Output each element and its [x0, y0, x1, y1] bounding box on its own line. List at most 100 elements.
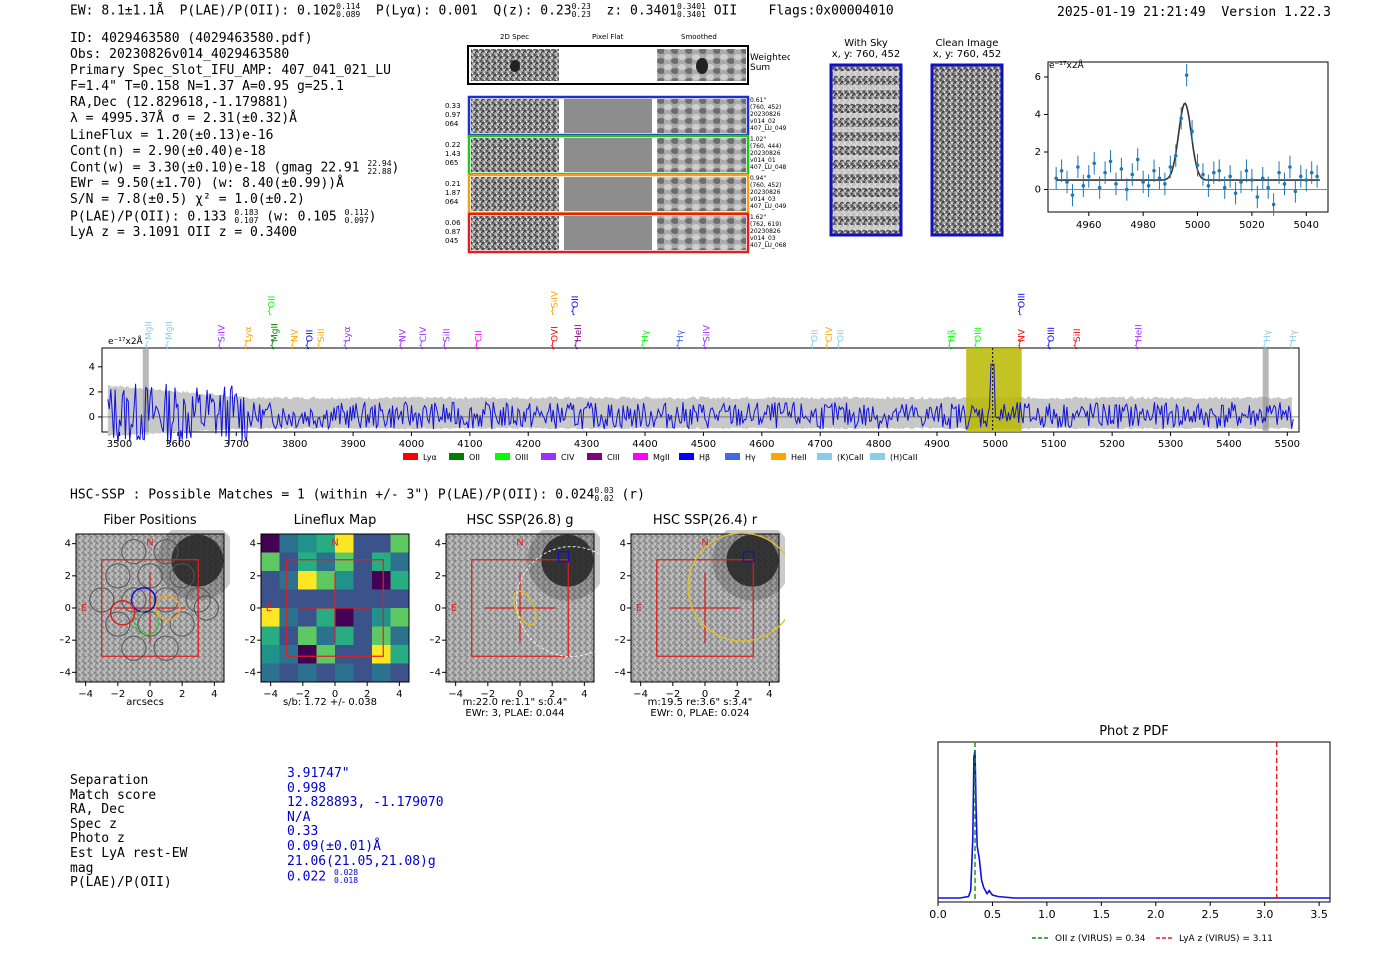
legend-swatch: [449, 453, 464, 460]
x-tick-label: −2: [295, 689, 310, 700]
compass-north: N: [701, 537, 708, 548]
lineflux-cell: [316, 626, 336, 646]
data-point: [1157, 176, 1162, 181]
x-tick-label: 5300: [1158, 439, 1183, 450]
summary-value: 3.91747": [287, 766, 350, 781]
search-box: [471, 559, 569, 657]
strip-gap: [561, 99, 564, 133]
summary-value: 21.06(21.05,21.08)g: [287, 853, 436, 869]
hsc-panel-title: HSC SSP(26.8) g: [466, 513, 574, 528]
aperture-circle: [515, 546, 600, 658]
summary-label: Separation: [70, 773, 149, 788]
x-tick-label: 2: [549, 689, 555, 700]
spectral-line-label: OII: [837, 330, 847, 342]
ew-value: 8.1±1.1Å: [101, 3, 164, 19]
data-point: [1065, 180, 1069, 184]
data-point: [1282, 182, 1287, 186]
lineflux-cell: [390, 589, 410, 609]
lineflux-cell: [279, 608, 299, 627]
y-tick-label: 2: [435, 571, 441, 582]
fiber-green: [133, 609, 160, 636]
x-tick-label: 0.5: [984, 908, 1002, 921]
compass-north: N: [331, 537, 338, 548]
line-marker: {: [1262, 341, 1268, 351]
x-tick-label: 4100: [457, 439, 482, 450]
fiber-circle: [153, 587, 179, 613]
data-point: [1244, 168, 1249, 173]
with-sky-title: With Sky x, y: 760, 452: [831, 38, 901, 60]
lineflux-cell: [316, 534, 336, 553]
lineflux-cell: [316, 571, 336, 590]
line-highlight-region: [966, 348, 1022, 432]
lineflux-cell: [390, 534, 410, 553]
strip-2d-spec: [471, 177, 559, 211]
spectral-line-label: NV: [291, 328, 301, 342]
data-point: [1260, 176, 1265, 181]
col-smoothed: Smoothed: [681, 33, 717, 41]
y-tick-label: 0: [65, 603, 71, 614]
spectral-line-label: HeII: [1134, 324, 1144, 342]
strip-smoothed: [657, 216, 746, 250]
lineflux-cell: [372, 608, 391, 627]
line-marker: {: [1134, 341, 1140, 351]
spectral-line-label: NV: [399, 328, 409, 342]
fit-params: F=1.4" T=0.158 N=1.37 A=0.95 g=25.1: [70, 79, 344, 95]
spectral-line-label: SiII: [1073, 328, 1083, 342]
x-tick-label: 5100: [1041, 439, 1066, 450]
lineflux-cell: [390, 571, 410, 590]
with-sky-image: [829, 63, 903, 237]
zoom-ylabel: e⁻¹⁷x2Å: [1049, 61, 1084, 71]
y-tick-label: 2: [250, 571, 256, 582]
line-marker: {: [836, 341, 842, 351]
data-point: [1125, 187, 1129, 192]
lineflux-cell: [279, 645, 299, 664]
data-point: [1255, 195, 1260, 199]
lineflux-cell: [335, 552, 354, 572]
line-marker: {: [550, 307, 556, 317]
sky-line: [833, 169, 899, 174]
fiber-orange: [154, 595, 181, 621]
x-tick-label: 1.5: [1093, 908, 1111, 921]
hsc-panel: HSC SSP(26.4) r N E −4 −4 −2 −2 0 0 2 2 4 4 m:19.5 re…: [615, 512, 790, 724]
plae-value: 0.102: [297, 3, 337, 19]
line-marker: {: [973, 341, 979, 351]
fiber-circle: [153, 539, 179, 565]
strip-right-info: 0.61" (760, 452) 20230826 v014_02 407_LU_049: [750, 97, 787, 132]
y-tick-label: 2: [620, 571, 626, 582]
summary-label: Match score: [70, 787, 157, 803]
line-marker: {: [824, 341, 830, 351]
line-marker: {: [243, 341, 249, 351]
y-tick-label: −2: [60, 635, 71, 646]
summary-value: 0.33: [287, 824, 319, 840]
data-point: [1059, 168, 1064, 173]
legend-swatch: [870, 453, 885, 460]
data-point: [1217, 168, 1222, 173]
y-tick-label: 0: [1035, 185, 1041, 196]
photz-title: Phot z PDF: [1099, 724, 1169, 739]
clean-image-title: Clean Image x, y: 760, 452: [932, 38, 1002, 60]
compass-east: E: [451, 603, 457, 614]
data-point: [1288, 165, 1292, 169]
lineflux-cell: [335, 626, 354, 646]
bright-source: [171, 534, 224, 587]
line-marker: {: [550, 341, 556, 351]
snr-chi2: S/N = 7.8(±0.5) χ² = 1.0(±0.2): [70, 192, 305, 208]
line-marker: {: [809, 341, 815, 351]
search-box: [286, 559, 384, 657]
lineflux-cell: [261, 552, 280, 572]
lineflux-cell: [298, 663, 317, 683]
hsc-panel-title: HSC SSP(26.4) r: [652, 513, 758, 528]
lineflux-cell: [353, 608, 373, 627]
legend-label: CIII: [607, 453, 620, 462]
x-tick-label: 2: [734, 689, 740, 700]
fiber-circle: [169, 563, 195, 589]
x-tick-label: 5200: [1099, 439, 1124, 450]
lineflux-cell: [353, 571, 373, 590]
y-tick-label: 4: [435, 539, 441, 550]
spectral-line-label: Hβ: [948, 329, 958, 342]
lineflux-cell: [390, 552, 410, 572]
x-tick-label: 3900: [340, 439, 365, 450]
data-point: [1228, 174, 1232, 179]
x-tick-label: 3.0: [1256, 908, 1274, 921]
y-tick-label: −2: [245, 635, 256, 646]
